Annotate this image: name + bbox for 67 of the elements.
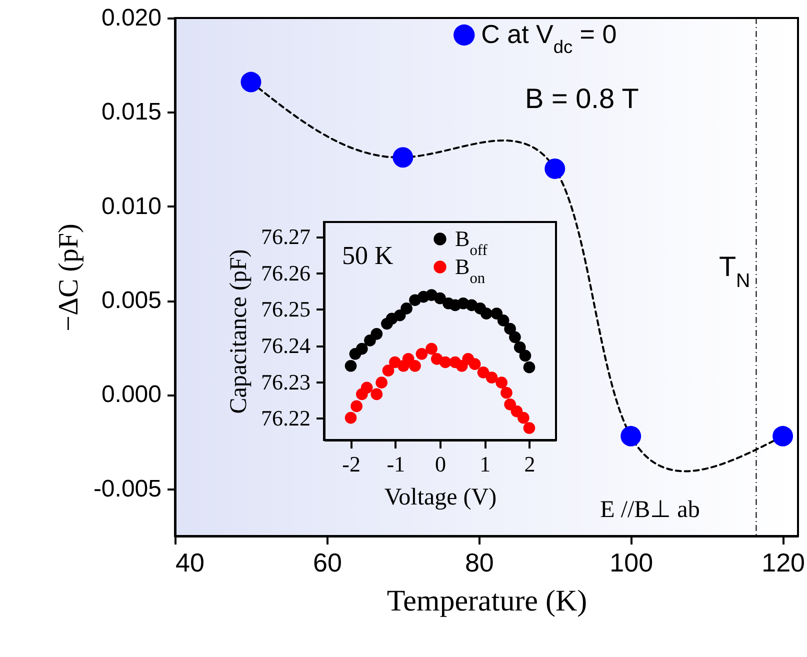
point: [620, 426, 642, 446]
point: [544, 158, 566, 179]
point: [344, 412, 357, 424]
x-tick-label: 100: [610, 548, 654, 578]
point: [477, 366, 490, 378]
y-tick-label: -0.005: [93, 475, 162, 502]
point: [240, 72, 262, 92]
y-tick-label: 76.26: [261, 260, 310, 286]
point: [497, 314, 510, 326]
point: [504, 322, 516, 335]
point: [394, 309, 406, 322]
y-axis-title: Capacitance (pF): [226, 249, 252, 414]
y-tick-label: 0.020: [101, 4, 162, 32]
y-tick-label: 0.005: [101, 287, 162, 314]
point: [500, 386, 512, 399]
point: [426, 342, 438, 355]
point: [370, 328, 383, 340]
annotation: B = 0.8 T: [525, 83, 639, 114]
ref-line-label: T$_{N}$: [718, 251, 750, 292]
y-axis-title: −ΔC (pF): [53, 224, 84, 332]
x-tick-label: 60: [312, 548, 342, 578]
point: [439, 356, 452, 368]
annotation: 50 K: [342, 241, 394, 270]
point: [416, 348, 428, 360]
x-tick-label: -1: [386, 452, 406, 476]
point: [409, 360, 421, 372]
point: [486, 372, 498, 384]
x-tick-label: 40: [176, 548, 204, 578]
point: [382, 364, 394, 377]
y-tick-label: 0.000: [101, 381, 162, 408]
point: [468, 358, 481, 370]
x-axis-title: Temperature (K): [386, 584, 588, 618]
point: [772, 426, 794, 446]
x-tick-label: 1: [480, 452, 491, 476]
x-tick-label: 2: [524, 452, 536, 476]
annotation: E //B⊥ ab: [600, 497, 700, 523]
point: [344, 360, 357, 372]
y-tick-label: 76.24: [261, 333, 310, 358]
x-tick-label: -2: [342, 452, 360, 476]
x-tick-label: 80: [464, 548, 494, 578]
y-tick-label: 76.27: [261, 224, 310, 250]
x-tick-label: 120: [762, 548, 805, 578]
y-tick-label: 0.015: [101, 98, 162, 126]
point: [360, 382, 373, 394]
point: [514, 341, 526, 354]
point: [490, 308, 503, 320]
point: [480, 308, 492, 320]
y-tick-label: 0.010: [101, 192, 162, 220]
point: [519, 350, 532, 362]
point: [509, 331, 521, 344]
x-axis-title: Voltage (V): [384, 484, 497, 510]
point: [356, 342, 368, 355]
point: [523, 422, 536, 434]
point: [523, 361, 536, 374]
x-tick-label: 0: [435, 452, 446, 476]
point: [392, 147, 414, 168]
y-tick-label: 76.25: [261, 296, 310, 322]
point: [434, 292, 446, 304]
point: [496, 376, 508, 388]
point: [370, 388, 383, 400]
y-tick-label: 76.23: [261, 369, 310, 394]
y-tick-label: 76.22: [261, 406, 310, 431]
legend-label: C at V$_{dc}$ = 0: [481, 19, 617, 57]
point: [518, 412, 530, 424]
point: [376, 376, 388, 388]
point: [350, 400, 362, 412]
point: [400, 302, 412, 314]
